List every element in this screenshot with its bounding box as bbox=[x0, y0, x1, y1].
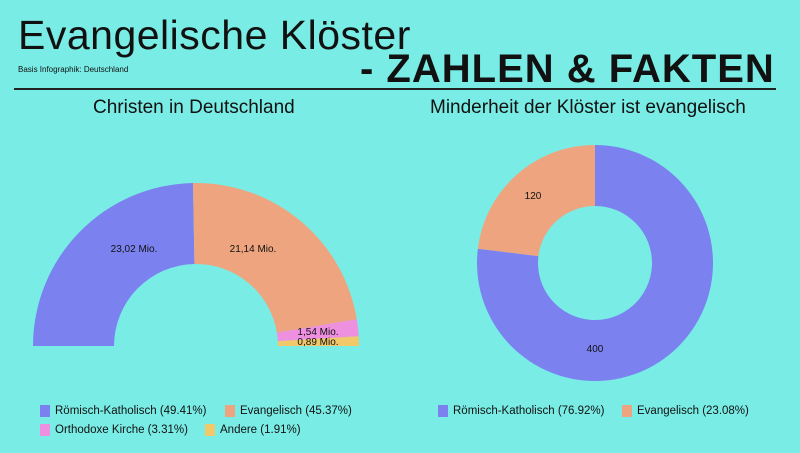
slice-orthodoxe-kirche[interactable] bbox=[276, 319, 359, 342]
legend-swatch bbox=[205, 424, 215, 436]
legend-item[interactable]: Andere (1.91%) bbox=[205, 424, 301, 436]
legend-label: Evangelisch (45.37%) bbox=[240, 405, 352, 417]
legend-label: Römisch-Katholisch (49.41%) bbox=[55, 405, 207, 417]
legend-item[interactable]: Römisch-Katholisch (49.41%) bbox=[40, 405, 206, 417]
legend-item[interactable]: Orthodoxe Kirche (3.31%) bbox=[40, 424, 188, 436]
legend-swatch bbox=[225, 405, 235, 417]
slice-andere[interactable] bbox=[277, 336, 359, 346]
divider bbox=[14, 88, 776, 90]
legend-swatch bbox=[438, 405, 448, 417]
data-label: 0,89 Mio. bbox=[297, 337, 338, 348]
data-label: 21,14 Mio. bbox=[230, 244, 277, 255]
subtitle: Basis Infographik: Deutschland bbox=[18, 65, 129, 74]
legend-item[interactable]: Evangelisch (45.37%) bbox=[225, 405, 352, 417]
legend-label: Römisch-Katholisch (76.92%) bbox=[453, 405, 605, 417]
data-label: 400 bbox=[587, 344, 604, 355]
slice-evangelisch[interactable] bbox=[477, 145, 595, 257]
legend-swatch bbox=[40, 424, 50, 436]
legend-swatch bbox=[40, 405, 50, 417]
legend-label: Andere (1.91%) bbox=[220, 424, 301, 436]
main-title: Evangelische Klöster bbox=[18, 12, 411, 58]
legend-item[interactable]: Evangelisch (23.08%) bbox=[622, 405, 749, 417]
legend-item[interactable]: Römisch-Katholisch (76.92%) bbox=[438, 405, 604, 417]
slice-evangelisch[interactable] bbox=[192, 183, 357, 333]
tagline: - ZAHLEN & FAKTEN bbox=[360, 47, 775, 91]
data-label: 1,54 Mio. bbox=[297, 327, 338, 338]
chart1-title: Christen in Deutschland bbox=[93, 97, 295, 118]
slice-r-misch-katholisch[interactable] bbox=[33, 183, 195, 346]
legend-swatch bbox=[622, 405, 632, 417]
data-label: 23,02 Mio. bbox=[111, 244, 158, 255]
slice-r-misch-katholisch[interactable] bbox=[477, 145, 713, 382]
chart2-title: Minderheit der Klöster ist evangelisch bbox=[430, 97, 746, 118]
data-label: 120 bbox=[525, 191, 542, 202]
legend-label: Orthodoxe Kirche (3.31%) bbox=[55, 424, 188, 436]
legend-label: Evangelisch (23.08%) bbox=[637, 405, 749, 417]
